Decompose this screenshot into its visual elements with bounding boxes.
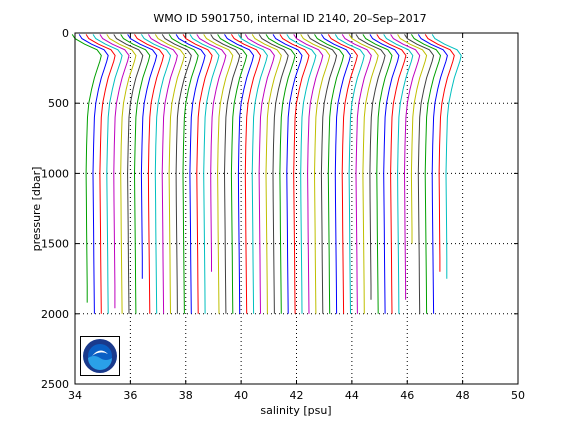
- x-tick-label: 34: [68, 389, 82, 402]
- profile-line: [224, 34, 255, 314]
- profile-line: [168, 34, 199, 314]
- profile-line: [320, 34, 352, 314]
- profile-line: [203, 34, 234, 314]
- profile-line: [369, 34, 400, 314]
- chart-title: WMO ID 5901750, internal ID 2140, 20–Sep…: [153, 12, 426, 25]
- profile-line: [341, 34, 372, 314]
- profile-line: [293, 34, 324, 314]
- profile-line: [404, 34, 435, 314]
- x-axis-ticks: 34 36 38 40 42 44 46 48 50: [68, 33, 525, 402]
- profile-line: [286, 34, 317, 314]
- profile-line: [154, 34, 185, 314]
- profile-line: [424, 34, 455, 272]
- profile-line: [189, 34, 220, 314]
- grid-lines: [75, 33, 518, 384]
- profile-line: [182, 34, 213, 314]
- x-tick-label: 42: [290, 389, 304, 402]
- y-tick-label: 1500: [41, 238, 69, 251]
- y-tick-label: 2500: [41, 378, 69, 391]
- profile-line: [265, 34, 296, 314]
- profile-line: [71, 34, 102, 303]
- x-tick-label: 46: [400, 389, 414, 402]
- profile-line: [113, 34, 144, 314]
- profile-line: [383, 34, 414, 314]
- profile-line: [120, 34, 151, 314]
- profile-line: [140, 34, 172, 314]
- profile-line: [300, 34, 331, 314]
- profile-line: [134, 34, 165, 314]
- profile-line: [279, 34, 310, 314]
- profile-line: [147, 34, 178, 314]
- profile-line: [334, 34, 365, 314]
- y-tick-label: 1000: [41, 167, 69, 180]
- x-tick-label: 50: [511, 389, 525, 402]
- profile-line: [217, 34, 248, 314]
- profile-line: [78, 34, 109, 314]
- profile-line: [348, 34, 379, 314]
- y-axis-ticks: 0 500 1000 1500 2000 2500: [41, 27, 518, 391]
- profile-line: [307, 34, 338, 314]
- profile-line: [258, 34, 289, 314]
- profile-line: [410, 34, 442, 314]
- profile-line: [431, 34, 462, 279]
- profile-line: [161, 34, 192, 314]
- profile-lines: [71, 34, 462, 314]
- y-tick-label: 0: [62, 27, 69, 40]
- y-tick-label: 2000: [41, 308, 69, 321]
- profile-line: [92, 34, 123, 314]
- x-tick-label: 36: [123, 389, 137, 402]
- profile-line: [210, 34, 241, 314]
- profile-line: [251, 34, 282, 314]
- profile-line: [175, 34, 206, 314]
- logo-water: [88, 356, 112, 370]
- x-axis-label: salinity [psu]: [260, 404, 331, 417]
- x-tick-label: 38: [179, 389, 193, 402]
- profile-line: [237, 34, 268, 314]
- x-tick-label: 40: [234, 389, 248, 402]
- x-tick-label: 44: [345, 389, 359, 402]
- profile-line: [362, 34, 393, 314]
- profile-line: [127, 34, 158, 279]
- y-axis-label: pressure [dbar]: [30, 167, 43, 252]
- profile-line: [272, 34, 303, 314]
- profile-line: [327, 34, 358, 314]
- profile-line: [417, 34, 448, 314]
- profile-line: [355, 34, 386, 300]
- y-tick-label: 500: [48, 97, 69, 110]
- profile-line: [85, 34, 116, 314]
- profile-line: [196, 34, 227, 272]
- noaa-logo: [80, 336, 120, 376]
- profile-line: [106, 34, 137, 314]
- profile-line: [230, 34, 262, 314]
- profile-line: [99, 34, 130, 309]
- profile-line: [244, 34, 275, 314]
- profile-line: [390, 34, 421, 300]
- profile-line: [314, 34, 345, 314]
- x-tick-label: 48: [456, 389, 470, 402]
- profile-line: [376, 34, 407, 314]
- profile-line: [397, 34, 428, 244]
- logo-bird: [92, 350, 108, 356]
